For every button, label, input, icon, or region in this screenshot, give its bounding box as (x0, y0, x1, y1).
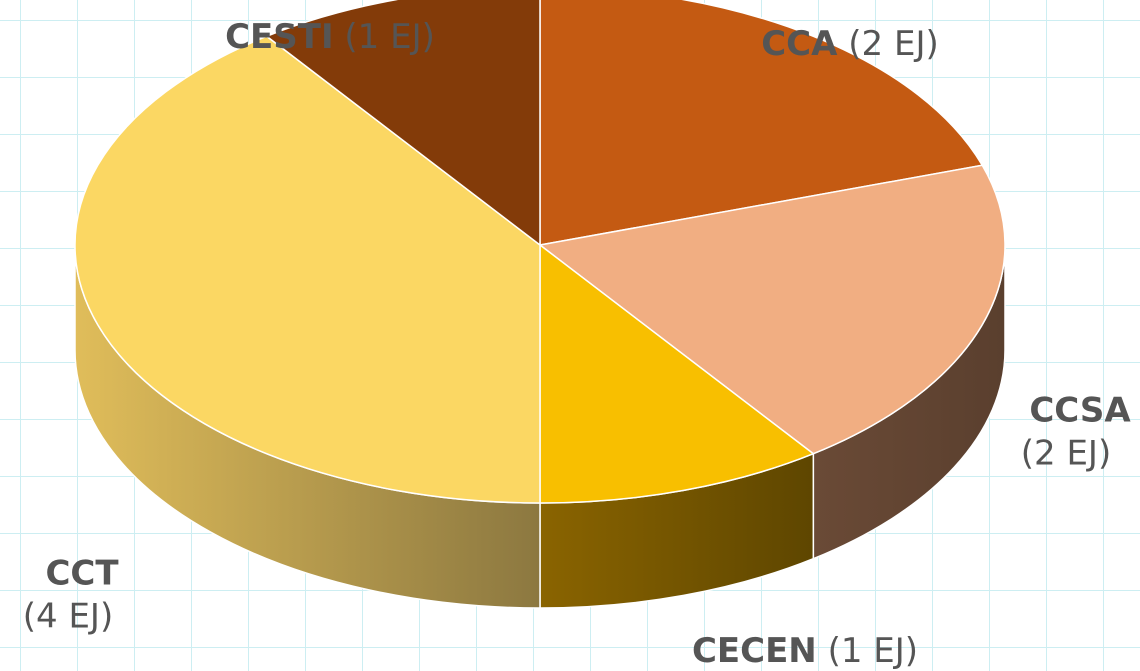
slice (539, 243, 815, 504)
slice-name: CECEN (692, 631, 817, 671)
slice-name: CESTI (225, 17, 334, 57)
slice-name: CCA (761, 24, 838, 64)
value-label: (1 EJ) (828, 631, 918, 671)
slice-label: CCA (2 EJ) (761, 24, 939, 64)
slice-label: CESTI (1 EJ) (225, 17, 435, 57)
value-label: (2 EJ) (1021, 434, 1111, 474)
slice (265, 0, 541, 247)
slice-label: CCSA (1029, 391, 1131, 431)
slice (74, 35, 541, 504)
slice (539, 0, 984, 246)
value-label: (4 EJ) (23, 597, 113, 637)
slice-label: CECEN (1 EJ) (692, 631, 918, 671)
slice-label: CCT (45, 554, 119, 594)
slice (538, 164, 1006, 455)
value-label: (2 EJ) (848, 24, 938, 64)
value-label: (1 EJ) (344, 17, 434, 57)
